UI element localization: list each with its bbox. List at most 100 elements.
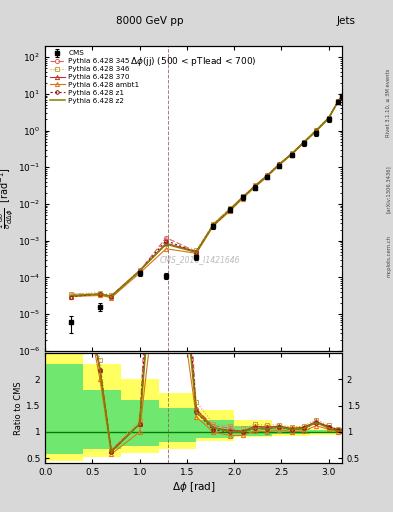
- Pythia 6.428 z1: [265, 173, 270, 179]
- Pythia 6.428 346: [314, 126, 319, 133]
- Pythia 6.428 z2: [194, 249, 199, 255]
- Pythia 6.428 370: [326, 115, 331, 121]
- Pythia 6.428 z1: [336, 98, 340, 104]
- Pythia 6.428 346: [164, 241, 169, 247]
- Pythia 6.428 370: [68, 293, 73, 300]
- Text: $\Delta\phi$(jj) (500 < pTlead < 700): $\Delta\phi$(jj) (500 < pTlead < 700): [130, 55, 257, 68]
- Pythia 6.428 z2: [68, 292, 73, 298]
- Pythia 6.428 370: [314, 127, 319, 133]
- Pythia 6.428 370: [240, 194, 245, 200]
- Pythia 6.428 z1: [326, 115, 331, 121]
- Pythia 6.428 370: [194, 249, 199, 255]
- Pythia 6.428 370: [228, 206, 233, 212]
- Line: Pythia 6.428 345: Pythia 6.428 345: [69, 94, 344, 297]
- Pythia 6.428 345: [301, 139, 306, 145]
- Pythia 6.428 z1: [97, 291, 102, 297]
- Text: 8000 GeV pp: 8000 GeV pp: [116, 16, 183, 27]
- Pythia 6.428 z2: [265, 173, 270, 179]
- Pythia 6.428 346: [68, 291, 73, 297]
- Pythia 6.428 z2: [137, 268, 142, 274]
- Pythia 6.428 370: [97, 291, 102, 297]
- Pythia 6.428 z2: [336, 99, 340, 105]
- Pythia 6.428 ambt1: [340, 93, 344, 99]
- Pythia 6.428 ambt1: [194, 250, 199, 257]
- Pythia 6.428 z1: [314, 127, 319, 134]
- Pythia 6.428 z1: [137, 268, 142, 274]
- Pythia 6.428 z1: [253, 183, 257, 189]
- Pythia 6.428 370: [301, 139, 306, 145]
- Pythia 6.428 ambt1: [68, 293, 73, 300]
- Pythia 6.428 345: [336, 98, 340, 104]
- Pythia 6.428 ambt1: [336, 99, 340, 105]
- Text: Jets: Jets: [336, 16, 355, 27]
- Line: Pythia 6.428 z2: Pythia 6.428 z2: [71, 96, 342, 296]
- Pythia 6.428 z1: [289, 151, 294, 157]
- Pythia 6.428 345: [340, 93, 344, 99]
- Pythia 6.428 z2: [314, 127, 319, 134]
- Pythia 6.428 370: [109, 293, 114, 299]
- Pythia 6.428 ambt1: [228, 208, 233, 214]
- Pythia 6.428 370: [289, 151, 294, 157]
- Pythia 6.428 346: [194, 247, 199, 253]
- Pythia 6.428 345: [109, 292, 114, 298]
- Text: mcplots.cern.ch: mcplots.cern.ch: [386, 235, 391, 277]
- Pythia 6.428 ambt1: [164, 246, 169, 252]
- Pythia 6.428 z2: [289, 151, 294, 157]
- Pythia 6.428 370: [164, 240, 169, 246]
- Pythia 6.428 z2: [97, 291, 102, 297]
- Pythia 6.428 z2: [109, 293, 114, 300]
- Pythia 6.428 ambt1: [314, 129, 319, 135]
- Pythia 6.428 345: [194, 249, 199, 255]
- Pythia 6.428 345: [211, 221, 216, 227]
- Pythia 6.428 346: [228, 205, 233, 211]
- Pythia 6.428 345: [97, 291, 102, 297]
- Pythia 6.428 ambt1: [277, 162, 282, 168]
- Pythia 6.428 ambt1: [97, 292, 102, 298]
- Pythia 6.428 346: [97, 290, 102, 296]
- Pythia 6.428 ambt1: [253, 184, 257, 190]
- Pythia 6.428 ambt1: [137, 270, 142, 276]
- Pythia 6.428 370: [265, 173, 270, 179]
- Pythia 6.428 z2: [253, 183, 257, 189]
- X-axis label: $\Delta\phi$ [rad]: $\Delta\phi$ [rad]: [172, 480, 215, 494]
- Pythia 6.428 ambt1: [326, 116, 331, 122]
- Pythia 6.428 ambt1: [109, 294, 114, 301]
- Pythia 6.428 z1: [301, 139, 306, 145]
- Pythia 6.428 z1: [228, 206, 233, 212]
- Pythia 6.428 345: [240, 195, 245, 201]
- Pythia 6.428 z2: [211, 222, 216, 228]
- Pythia 6.428 z2: [228, 206, 233, 212]
- Legend: CMS, Pythia 6.428 345, Pythia 6.428 346, Pythia 6.428 370, Pythia 6.428 ambt1, P: CMS, Pythia 6.428 345, Pythia 6.428 346,…: [49, 50, 140, 104]
- Pythia 6.428 370: [137, 268, 142, 274]
- Text: [arXiv:1306.3436]: [arXiv:1306.3436]: [386, 165, 391, 214]
- Pythia 6.428 346: [340, 93, 344, 99]
- Pythia 6.428 z1: [109, 293, 114, 300]
- Pythia 6.428 z2: [326, 115, 331, 121]
- Pythia 6.428 346: [336, 98, 340, 104]
- Pythia 6.428 z1: [277, 161, 282, 167]
- Pythia 6.428 345: [228, 205, 233, 211]
- Pythia 6.428 z1: [340, 93, 344, 99]
- Pythia 6.428 345: [277, 161, 282, 167]
- Pythia 6.428 346: [301, 139, 306, 145]
- Pythia 6.428 370: [253, 183, 257, 189]
- Pythia 6.428 345: [137, 268, 142, 274]
- Pythia 6.428 346: [326, 115, 331, 121]
- Text: CMS_2016_I1421646: CMS_2016_I1421646: [159, 255, 240, 264]
- Pythia 6.428 345: [314, 127, 319, 134]
- Pythia 6.428 ambt1: [240, 196, 245, 202]
- Pythia 6.428 ambt1: [301, 140, 306, 146]
- Line: Pythia 6.428 370: Pythia 6.428 370: [69, 94, 344, 298]
- Pythia 6.428 346: [289, 150, 294, 156]
- Pythia 6.428 z1: [164, 238, 169, 244]
- Line: Pythia 6.428 ambt1: Pythia 6.428 ambt1: [69, 94, 344, 300]
- Pythia 6.428 z1: [68, 293, 73, 300]
- Pythia 6.428 346: [265, 172, 270, 178]
- Pythia 6.428 346: [137, 267, 142, 273]
- Line: Pythia 6.428 z1: Pythia 6.428 z1: [69, 94, 343, 298]
- Pythia 6.428 346: [109, 292, 114, 298]
- Pythia 6.428 z2: [340, 93, 344, 99]
- Pythia 6.428 ambt1: [289, 152, 294, 158]
- Pythia 6.428 345: [265, 173, 270, 179]
- Pythia 6.428 370: [340, 93, 344, 99]
